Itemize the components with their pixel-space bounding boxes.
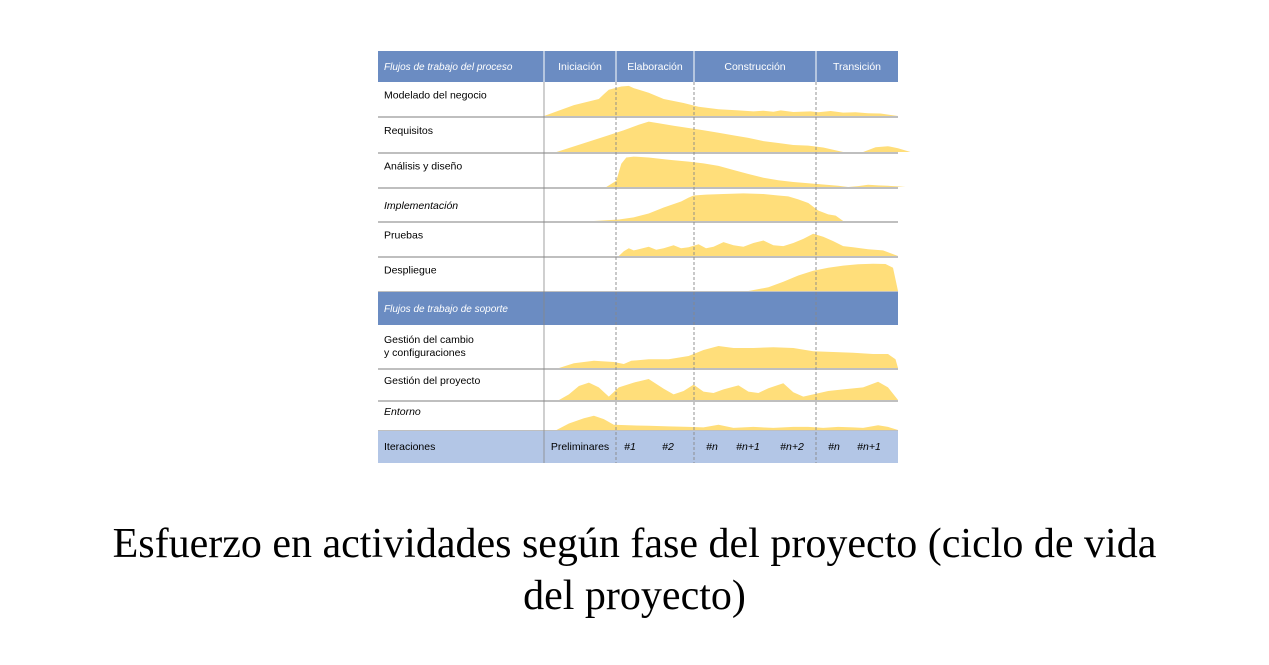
phase-header-4: Transición <box>833 61 881 73</box>
caption-line-2: del proyecto) <box>523 573 746 619</box>
process-effort-6 <box>748 263 898 291</box>
support-label-1-line1: Gestión del cambio <box>384 334 474 346</box>
process-header-bar <box>378 51 898 82</box>
process-label-5: Pruebas <box>384 230 423 242</box>
support-effort-1 <box>559 346 898 368</box>
rup-diagram: Flujos de trabajo del proceso Iniciación E… <box>378 51 911 463</box>
support-effort-3 <box>556 415 898 430</box>
support-label-2: Gestión del proyecto <box>384 375 480 387</box>
iterations-bar <box>378 431 898 463</box>
iteration-1: Preliminares <box>551 441 609 453</box>
rup-workflow-figure: Flujos de trabajo del proceso Iniciación E… <box>378 51 911 463</box>
support-effort-2 <box>559 379 898 400</box>
iteration-6: #n+2 <box>780 441 804 453</box>
support-header-bar <box>378 292 898 325</box>
process-label-2: Requisitos <box>384 125 433 137</box>
iteration-4: #n <box>706 441 718 453</box>
figure-caption: Esfuerzo en actividades según fase del p… <box>0 518 1269 622</box>
phase-header-2: Elaboración <box>627 61 683 73</box>
process-effort-2 <box>556 121 911 152</box>
phase-header-3: Construcción <box>724 61 785 73</box>
phase-header-1: Iniciación <box>558 61 602 73</box>
header-workflow-label: Flujos de trabajo del proceso <box>384 62 513 73</box>
iterations-label: Iteraciones <box>384 441 435 453</box>
support-label-1-line2: y configuraciones <box>384 347 466 359</box>
iteration-7: #n <box>828 441 840 453</box>
process-effort-4 <box>593 193 844 221</box>
process-label-6: Despliegue <box>384 265 437 277</box>
support-header-label: Flujos de trabajo de soporte <box>384 304 508 315</box>
process-label-3: Análisis y diseño <box>384 161 462 173</box>
process-effort-1 <box>544 85 898 116</box>
iteration-2: #1 <box>624 441 636 453</box>
process-effort-5 <box>618 233 898 256</box>
process-effort-3 <box>606 156 906 187</box>
caption-line-1: Esfuerzo en actividades según fase del p… <box>112 521 1157 567</box>
iteration-8: #n+1 <box>857 441 881 453</box>
support-label-3: Entorno <box>384 406 421 418</box>
iteration-3: #2 <box>662 441 674 453</box>
process-label-1: Modelado del negocio <box>384 90 487 102</box>
iteration-5: #n+1 <box>736 441 760 453</box>
process-label-4: Implementación <box>384 200 458 212</box>
